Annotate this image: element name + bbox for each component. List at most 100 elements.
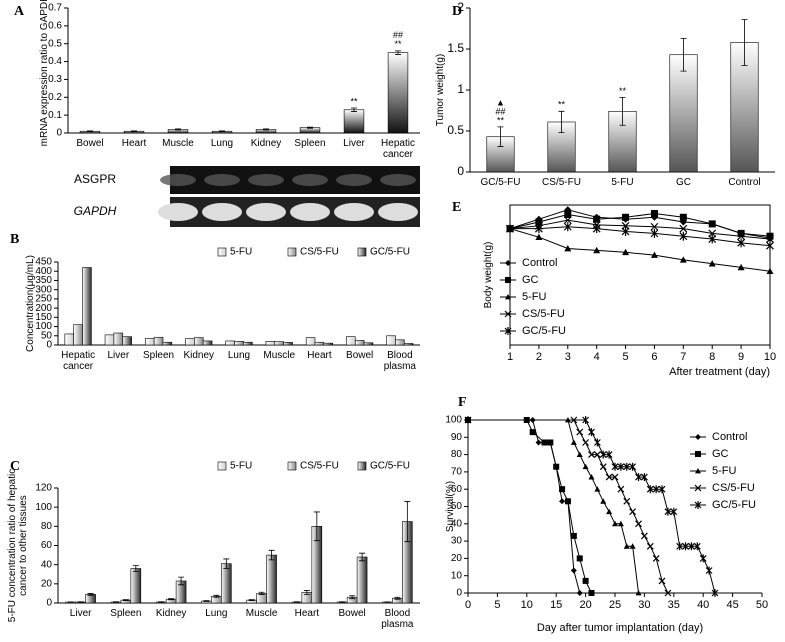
marker xyxy=(622,248,630,256)
bar xyxy=(343,109,365,134)
y-axis-title-box: Body weight(g) xyxy=(483,242,494,309)
x-tick-label: Spleen xyxy=(294,138,326,149)
y-axis-title-box: Survival(%) xyxy=(444,480,456,533)
marker xyxy=(592,224,601,234)
marker xyxy=(576,555,583,562)
marker xyxy=(650,251,658,258)
y-tick-label: 0.5 xyxy=(48,38,62,49)
x-tick-label-box: GC xyxy=(676,177,691,188)
marker xyxy=(599,450,607,459)
marker xyxy=(737,263,745,271)
marker xyxy=(737,229,745,237)
blot-band xyxy=(202,203,242,221)
x-tick-label-box: Liver xyxy=(107,350,130,361)
blot-band xyxy=(336,174,372,186)
bar xyxy=(404,343,414,346)
marker xyxy=(505,277,511,283)
marker xyxy=(582,416,590,424)
y-tick-label: 1.5 xyxy=(447,41,464,55)
legend-swatch xyxy=(357,461,367,471)
blot-band xyxy=(292,174,328,186)
marker xyxy=(582,463,589,470)
x-tick-label: 5 xyxy=(622,351,628,363)
x-tick-label-box: Bowel xyxy=(339,608,366,619)
annotation: ## xyxy=(393,30,403,40)
marker xyxy=(606,508,613,515)
error-bar xyxy=(132,565,139,572)
y-tick-label: 150 xyxy=(35,312,52,323)
panel-label: E xyxy=(452,200,461,215)
x-tick-label: 10 xyxy=(521,599,533,611)
marker xyxy=(621,226,630,236)
marker xyxy=(679,224,688,233)
y-tick-label: 20 xyxy=(41,578,53,589)
blot-band xyxy=(158,203,198,221)
legend-swatch xyxy=(287,247,297,257)
x-tick-label: 5 xyxy=(494,599,500,611)
x-tick-label-box: Muscle xyxy=(162,138,194,149)
error-bar xyxy=(497,126,504,147)
series-line xyxy=(468,419,640,594)
x-tick-label: Heart xyxy=(307,350,332,361)
marker xyxy=(693,542,701,551)
series-line xyxy=(468,419,592,594)
blot-label: GAPDH xyxy=(74,204,117,218)
y-tick-label: 0.1 xyxy=(48,110,62,121)
marker xyxy=(679,213,687,221)
error-bar xyxy=(303,590,310,595)
x-tick-label: 1 xyxy=(507,351,513,363)
annotation: ** xyxy=(350,96,358,106)
y-tick-label: 20 xyxy=(451,553,463,564)
y-axis-title: Survival(%) xyxy=(444,480,456,533)
bar xyxy=(194,337,204,346)
marker xyxy=(588,590,595,596)
y-tick-label: 200 xyxy=(35,303,52,314)
x-tick-label-box: Heart xyxy=(294,608,320,619)
x-tick-label: 5-FU xyxy=(611,177,634,188)
x-tick-label: 40 xyxy=(697,599,709,611)
marker xyxy=(766,232,774,240)
x-tick-label: Liver xyxy=(107,350,130,361)
panel-label: D xyxy=(452,4,462,19)
marker xyxy=(708,220,716,228)
x-tick-label: Blood plasma xyxy=(381,608,414,630)
bar xyxy=(314,341,325,346)
marker xyxy=(699,554,707,563)
x-tick-label: Hepatic cancer xyxy=(381,138,415,160)
marker xyxy=(708,234,717,244)
plot-frame xyxy=(509,204,771,346)
marker xyxy=(505,260,511,266)
y-tick-label: 50 xyxy=(41,330,53,341)
x-tick-label: 8 xyxy=(709,351,715,363)
blot-band xyxy=(290,203,330,221)
marker xyxy=(504,327,512,335)
y-tick-label: 0 xyxy=(456,588,462,599)
panel-label: C xyxy=(10,459,20,474)
marker xyxy=(605,450,613,459)
x-tick-label: 25 xyxy=(609,599,621,611)
marker xyxy=(646,485,654,494)
y-tick-label: 0 xyxy=(457,164,464,178)
marker xyxy=(635,520,642,528)
x-tick-label: Heart xyxy=(294,608,320,619)
bar xyxy=(274,341,284,346)
y-tick-label: 0 xyxy=(46,598,52,609)
bar xyxy=(234,341,244,346)
x-tick-label-box: Liver xyxy=(343,138,365,149)
legend-label: GC/5-FU xyxy=(370,247,410,258)
x-tick-label: Muscle xyxy=(162,138,194,149)
legend-swatch xyxy=(287,461,297,471)
marker xyxy=(623,543,630,549)
series-line xyxy=(468,419,716,594)
x-tick-label-box: Hepatic cancer xyxy=(61,350,95,372)
bar xyxy=(113,332,124,346)
y-tick-label: 60 xyxy=(41,540,53,551)
bar xyxy=(283,342,293,346)
legend-label: GC xyxy=(522,274,539,286)
x-tick-label: Spleen xyxy=(110,608,142,619)
y-tick-label: 450 xyxy=(35,257,52,268)
marker xyxy=(658,485,666,494)
x-tick-label-box: Spleen xyxy=(110,608,142,619)
bar xyxy=(387,52,409,134)
x-tick-label-box: Lung xyxy=(228,350,250,361)
